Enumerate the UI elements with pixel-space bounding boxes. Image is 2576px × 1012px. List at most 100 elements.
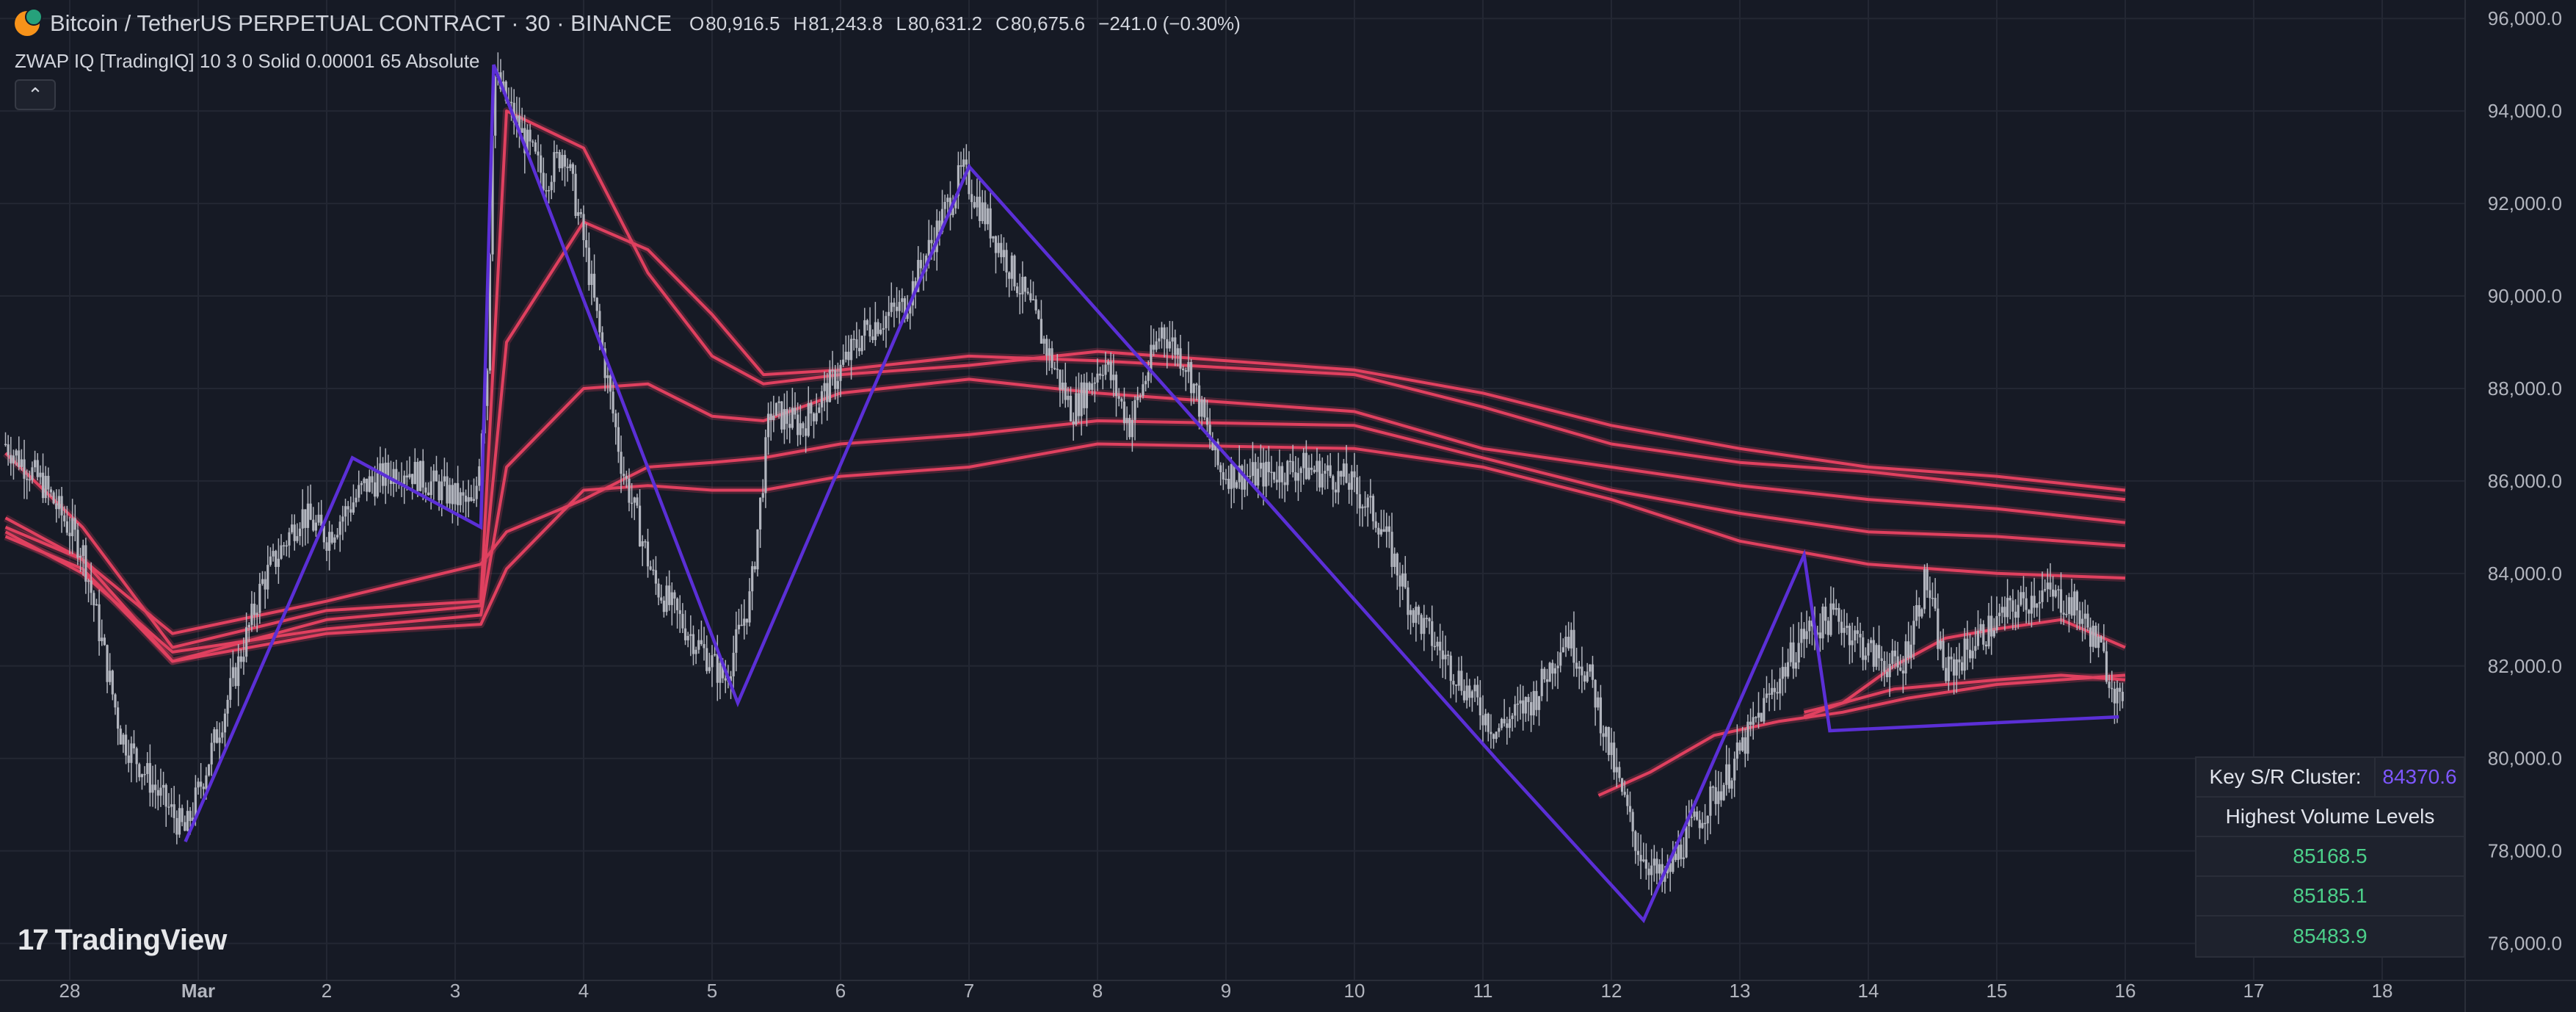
candle-body	[119, 729, 122, 745]
candle-body	[462, 492, 465, 496]
candle-body	[989, 208, 992, 239]
candle-body	[1313, 469, 1316, 472]
candle-body	[1680, 845, 1683, 859]
candle-body	[229, 678, 232, 700]
candle-body	[1136, 396, 1139, 400]
candle-body	[2083, 613, 2086, 619]
price-tick-label: 94,000.0	[2488, 100, 2562, 122]
candle-body	[1150, 344, 1153, 372]
candle-body	[1350, 471, 1353, 490]
candle-body	[360, 482, 363, 485]
candle-body	[1907, 641, 1910, 658]
candle-body	[1792, 642, 1795, 669]
candle-body	[863, 320, 866, 336]
indicator-legend[interactable]: ZWAP IQ [TradingIQ] 10 3 0 Solid 0.00001…	[15, 50, 480, 72]
candle-body	[293, 524, 296, 541]
candle-body	[1870, 640, 1873, 643]
candle-body	[253, 604, 256, 615]
candle-body	[1249, 475, 1252, 477]
candle-body	[1551, 662, 1554, 674]
candle-body	[26, 478, 29, 480]
candle-body	[76, 530, 79, 558]
candle-body	[355, 497, 358, 503]
candle-body	[1937, 608, 1940, 649]
symbol-title[interactable]: Bitcoin / TetherUS PERPETUAL CONTRACT · …	[50, 10, 672, 36]
candle-body	[2105, 651, 2108, 682]
candle-body	[2009, 598, 2011, 601]
candle-body	[1581, 666, 1583, 676]
candle-body	[855, 339, 858, 348]
candle-body	[1818, 632, 1821, 639]
candle-body	[2086, 613, 2089, 628]
candle-body	[976, 196, 979, 208]
candle-body	[239, 656, 242, 662]
candle-body	[1040, 319, 1043, 344]
candle-body	[1746, 721, 1749, 754]
candle-body	[951, 208, 954, 215]
candle-body	[1821, 607, 1824, 639]
candle-body	[1698, 820, 1701, 828]
candle-body	[1968, 649, 1972, 659]
candle-body	[164, 784, 167, 807]
candle-body	[1425, 618, 1429, 619]
candle-body	[1235, 482, 1238, 488]
candle-body	[223, 713, 227, 733]
candle-body	[1953, 659, 1956, 676]
candle-body	[823, 383, 826, 391]
candle-body	[1059, 369, 1062, 390]
candle-body	[882, 328, 885, 330]
candle-body	[1187, 362, 1190, 372]
candle-body	[344, 506, 347, 517]
candle-body	[1859, 634, 1862, 637]
candle-body	[561, 154, 564, 169]
candle-body	[2038, 601, 2041, 604]
candle-body	[478, 466, 481, 486]
candle-body	[296, 536, 299, 541]
candle-body	[1286, 460, 1289, 485]
candle-body	[1085, 383, 1089, 408]
candle-body	[446, 476, 449, 504]
candle-body	[569, 164, 572, 168]
candle-body	[2046, 582, 2049, 590]
candle-body	[1257, 469, 1260, 486]
candle-body	[2119, 687, 2122, 692]
candle-body	[1439, 641, 1442, 651]
volume-header-row: Highest Volume Levels	[2196, 798, 2464, 837]
candle-body	[52, 492, 55, 504]
candle-body	[247, 624, 250, 628]
price-tick-label: 90,000.0	[2488, 285, 2562, 307]
candle-body	[831, 369, 834, 372]
tradingview-logo-icon: 17	[18, 924, 48, 956]
candle-body	[737, 624, 741, 629]
candle-body	[127, 755, 130, 763]
candle-body	[654, 570, 658, 584]
candle-body	[411, 474, 414, 485]
candle-body	[860, 336, 863, 352]
candle-body	[1516, 704, 1519, 705]
candle-body	[322, 525, 325, 543]
volume-header: Highest Volume Levels	[2225, 805, 2435, 828]
candle-body	[534, 142, 537, 152]
candle-body	[1765, 693, 1768, 698]
candle-body	[2014, 611, 2017, 618]
candle-body	[1112, 375, 1115, 380]
candle-body	[879, 329, 882, 334]
candle-body	[815, 413, 818, 422]
candle-body	[694, 649, 697, 654]
time-tick-label: 2	[322, 980, 332, 1002]
candle-body	[405, 475, 408, 478]
candle-body	[582, 214, 585, 241]
candle-body	[1749, 721, 1752, 725]
collapse-button[interactable]: ⌃	[15, 79, 56, 110]
candle-body	[1631, 812, 1634, 832]
candle-body	[1385, 526, 1388, 532]
candle-body	[1420, 615, 1423, 635]
candle-body	[689, 634, 692, 636]
candle-body	[903, 298, 907, 319]
candle-body	[231, 667, 234, 679]
candle-body	[1051, 348, 1053, 369]
volume-level-row: 85168.5	[2196, 837, 2464, 877]
candle-body	[36, 460, 39, 477]
candle-body	[631, 502, 634, 505]
